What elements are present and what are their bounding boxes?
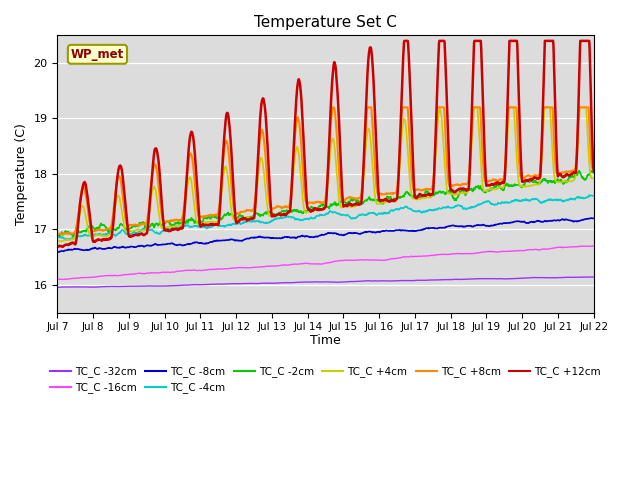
TC_C -8cm [233,238,241,243]
TC_C -2cm [54,232,61,238]
TC_C -4cm [63,237,71,243]
TC_C -2cm [56,233,64,239]
TC_C -16cm [173,268,180,274]
TC_C +4cm [470,105,478,110]
Line: TC_C +4cm: TC_C +4cm [58,108,594,241]
TC_C -32cm [160,283,168,289]
TC_C -4cm [173,225,181,231]
TC_C +4cm [233,216,241,222]
TC_C +12cm [479,113,487,119]
TC_C +8cm [233,211,241,216]
TC_C -16cm [583,243,591,249]
TC_C +12cm [233,219,241,225]
TC_C -2cm [233,216,241,222]
TC_C -32cm [527,275,534,281]
TC_C -8cm [173,242,180,248]
TC_C -8cm [409,228,417,234]
TC_C +4cm [54,238,61,244]
TC_C +12cm [173,227,181,232]
TC_C -16cm [54,276,61,282]
TC_C +8cm [160,219,168,225]
TC_C -2cm [479,187,487,193]
TC_C -8cm [54,250,61,255]
Line: TC_C +8cm: TC_C +8cm [58,108,594,234]
TC_C -16cm [479,249,486,255]
TC_C +4cm [527,182,534,188]
TC_C -16cm [526,247,534,252]
TC_C +12cm [590,168,598,174]
TC_C -16cm [409,254,417,260]
TC_C -2cm [590,170,598,176]
TC_C -4cm [479,200,487,206]
Line: TC_C -8cm: TC_C -8cm [58,218,594,252]
TC_C -32cm [54,284,61,290]
TC_C -32cm [54,284,61,290]
TC_C +4cm [409,196,417,202]
TC_C -4cm [590,193,598,199]
TC_C -8cm [479,222,486,228]
TC_C -16cm [160,269,168,275]
TC_C -32cm [233,281,241,287]
TC_C -4cm [160,228,168,234]
TC_C -32cm [479,276,487,282]
TC_C +12cm [410,169,417,175]
TC_C -32cm [590,274,598,280]
Line: TC_C -4cm: TC_C -4cm [58,195,594,240]
TC_C +12cm [59,244,67,250]
TC_C +8cm [54,231,61,237]
TC_C +8cm [410,186,417,192]
TC_C -4cm [54,233,61,239]
TC_C -2cm [409,194,417,200]
TC_C -2cm [588,168,595,174]
TC_C -2cm [173,220,181,226]
TC_C -32cm [173,283,181,288]
TC_C +4cm [590,175,598,181]
TC_C -16cm [233,265,241,271]
Line: TC_C -2cm: TC_C -2cm [58,171,594,236]
TC_C -8cm [160,241,168,247]
TC_C -4cm [527,197,534,203]
TC_C +4cm [58,239,65,244]
Line: TC_C -32cm: TC_C -32cm [58,277,594,287]
Legend: TC_C -32cm, TC_C -16cm, TC_C -8cm, TC_C -4cm, TC_C -2cm, TC_C +4cm, TC_C +8cm, T: TC_C -32cm, TC_C -16cm, TC_C -8cm, TC_C … [46,362,605,397]
TC_C +12cm [527,177,534,182]
TC_C +12cm [401,38,408,44]
TC_C +8cm [329,105,337,110]
TC_C -32cm [409,278,417,284]
Title: Temperature Set C: Temperature Set C [254,15,397,30]
TC_C +12cm [160,225,168,230]
TC_C -8cm [588,215,595,221]
TC_C +4cm [160,226,168,231]
TC_C +8cm [479,164,487,170]
TC_C +4cm [479,187,487,192]
TC_C +4cm [173,223,181,228]
TC_C +8cm [590,166,598,171]
TC_C +8cm [527,174,534,180]
TC_C -2cm [160,220,168,226]
TC_C -4cm [588,192,595,198]
TC_C -16cm [590,243,598,249]
TC_C +8cm [54,231,61,237]
TC_C -8cm [590,216,598,221]
TC_C +8cm [173,217,181,223]
TC_C -8cm [526,219,534,225]
TC_C -4cm [409,208,417,214]
Text: WP_met: WP_met [71,48,124,61]
Line: TC_C -16cm: TC_C -16cm [58,246,594,279]
Y-axis label: Temperature (C): Temperature (C) [15,123,28,225]
TC_C -4cm [233,220,241,226]
TC_C -2cm [527,177,534,183]
TC_C +12cm [54,243,61,249]
X-axis label: Time: Time [310,334,341,347]
Line: TC_C +12cm: TC_C +12cm [58,41,594,247]
